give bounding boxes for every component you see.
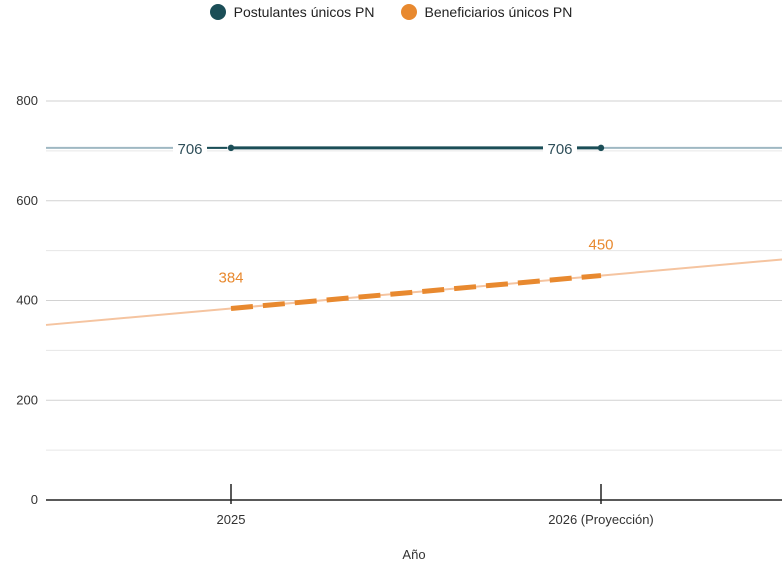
- data-label-beneficiarios: 450: [588, 237, 613, 254]
- legend: Postulantes únicos PN Beneficiarios únic…: [0, 4, 782, 20]
- x-tick-label: 2026 (Proyección): [548, 512, 654, 527]
- x-tick-label: 2025: [217, 512, 246, 527]
- y-tick-label: 0: [31, 492, 38, 507]
- y-tick-label: 200: [16, 392, 38, 407]
- legend-item-postulantes[interactable]: Postulantes únicos PN: [209, 4, 375, 20]
- legend-label-beneficiarios: Beneficiarios únicos PN: [424, 4, 573, 20]
- legend-swatch-postulantes: [209, 4, 226, 20]
- data-label-postulantes: 706: [177, 141, 202, 158]
- legend-label-postulantes: Postulantes únicos PN: [233, 4, 375, 20]
- trendline-1: [45, 258, 782, 326]
- series-line-beneficiarios: [230, 273, 602, 311]
- x-axis-title: Año: [402, 547, 425, 562]
- data-label-beneficiarios: 384: [218, 269, 243, 286]
- y-tick-label: 600: [16, 193, 38, 208]
- data-label-background: [543, 138, 577, 157]
- y-tick-label: 400: [16, 293, 38, 308]
- data-point-postulantes: [597, 144, 605, 152]
- legend-item-beneficiarios[interactable]: Beneficiarios únicos PN: [400, 4, 573, 20]
- y-tick-label: 800: [16, 93, 38, 108]
- data-point-postulantes: [227, 144, 235, 152]
- data-label-background: [173, 138, 207, 157]
- data-label-postulantes: 706: [547, 141, 572, 158]
- legend-swatch-beneficiarios: [400, 4, 417, 20]
